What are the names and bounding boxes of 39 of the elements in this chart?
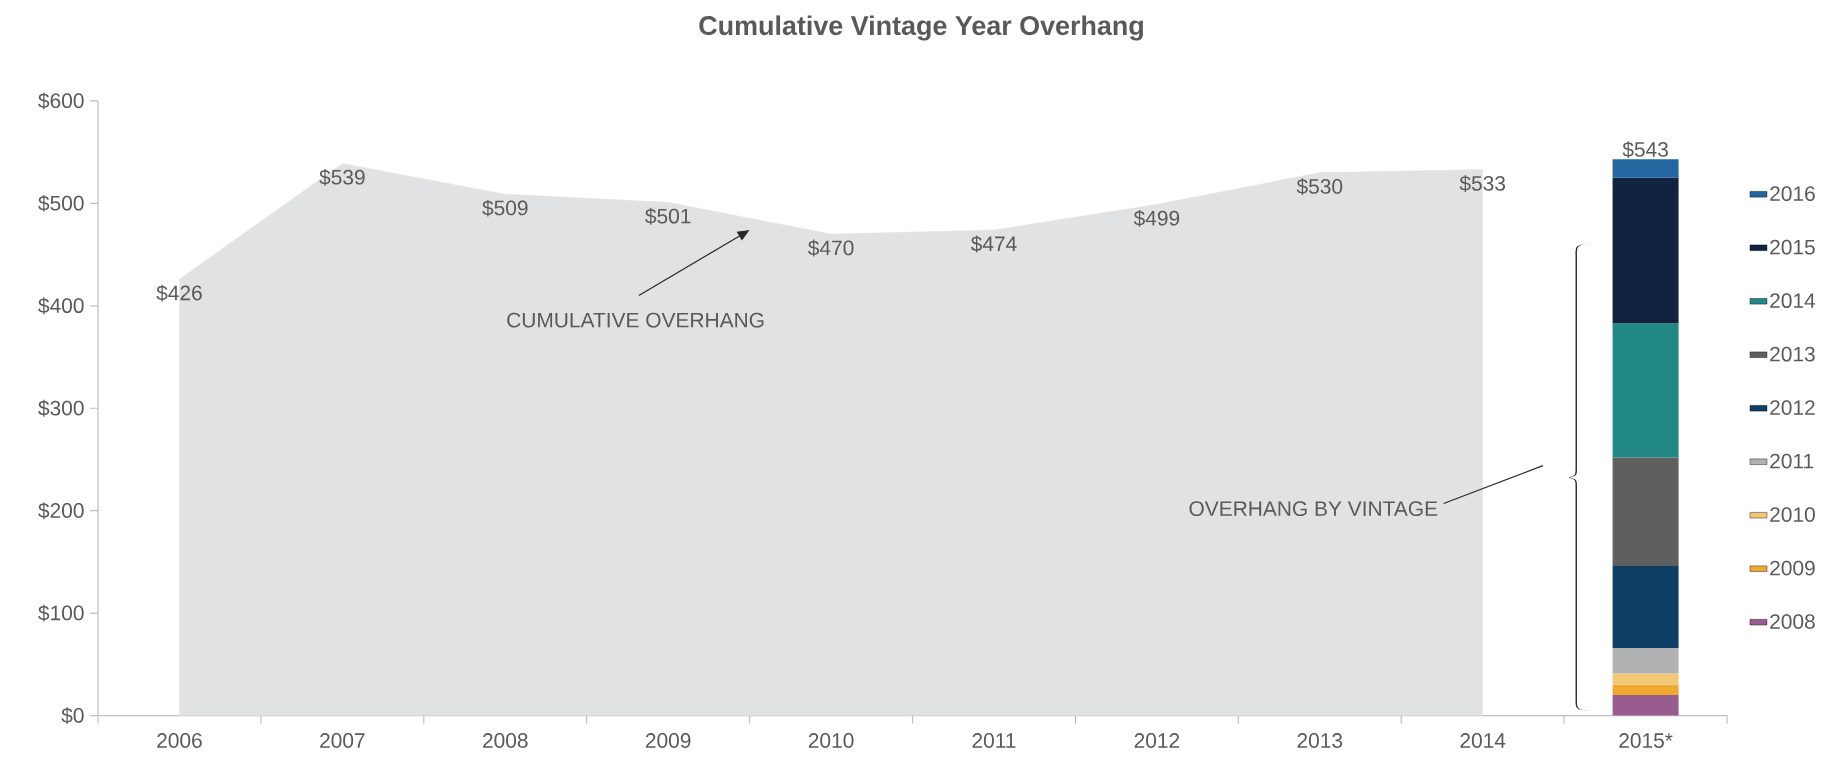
y-tick-label: $300 [38, 399, 84, 417]
x-tick-label: 2014 [1460, 733, 1506, 748]
legend-label: 2014 [1770, 293, 1816, 309]
legend-label: 2010 [1770, 507, 1815, 522]
data-label: $426 [156, 284, 202, 302]
x-tick-label: 2006 [157, 733, 202, 748]
legend-label: 2015 [1770, 239, 1815, 255]
annotation: OVERHANG BY VINTAGE [1189, 501, 1438, 517]
y-tick-label: $500 [38, 194, 84, 212]
y-tick-label: $400 [38, 297, 84, 315]
data-label: $474 [970, 235, 1017, 253]
total-label: $543 [1622, 141, 1668, 159]
legend-label: 2012 [1770, 400, 1815, 416]
legend-label: 2008 [1770, 614, 1815, 629]
y-tick-label: $600 [38, 92, 84, 110]
legend-label: 2011 [1770, 453, 1814, 469]
data-label: $539 [319, 168, 365, 186]
x-tick-label: 2009 [645, 733, 691, 748]
y-tick-label: $0 [61, 707, 84, 725]
x-tick-label: 2011 [972, 733, 1016, 748]
x-tick-label: 2007 [320, 733, 365, 748]
chart-title: Cumulative Vintage Year Overhang [699, 15, 1143, 41]
y-tick-label: $100 [38, 604, 84, 622]
y-tick-label: $200 [38, 502, 84, 520]
annotation: CUMULATIVE OVERHANG [507, 312, 764, 328]
x-tick-label: 2013 [1297, 733, 1343, 748]
data-label: $533 [1459, 175, 1506, 193]
x-tick-label: 2010 [808, 733, 854, 748]
legend-label: 2013 [1770, 346, 1815, 362]
legend-label: 2016 [1770, 186, 1815, 202]
data-label: $501 [645, 207, 691, 225]
data-label: $470 [808, 239, 854, 257]
x-tick-label: 2015* [1619, 733, 1673, 748]
data-label: $509 [482, 199, 528, 217]
data-label: $499 [1133, 209, 1180, 227]
legend-label: 2009 [1770, 560, 1815, 576]
x-tick-label: 2012 [1134, 733, 1180, 748]
data-label: $530 [1296, 178, 1343, 196]
x-tick-label: 2008 [483, 733, 528, 748]
